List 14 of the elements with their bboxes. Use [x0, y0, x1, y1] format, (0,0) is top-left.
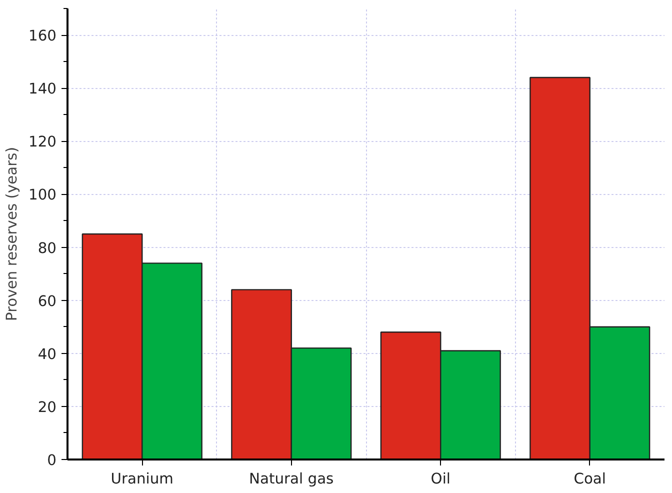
y-tick-label: 20: [38, 398, 57, 416]
y-tick-label: 120: [28, 134, 57, 151]
y-tick-label: 140: [28, 80, 57, 98]
x-tick-label: Oil: [430, 470, 450, 488]
y-tick-label: 160: [28, 28, 57, 45]
x-tick-label: Uranium: [110, 470, 174, 488]
x-tick-label: Natural gas: [249, 470, 334, 488]
y-tick-label: 100: [28, 186, 57, 204]
y-tick-label: 60: [38, 292, 57, 310]
y-tick-label: 80: [38, 240, 57, 257]
x-tick-label: Coal: [574, 470, 606, 488]
y-tick-label: 0: [47, 452, 57, 469]
y-axis-title: Proven reserves (years): [4, 146, 21, 322]
y-tick-label: 40: [38, 346, 57, 363]
